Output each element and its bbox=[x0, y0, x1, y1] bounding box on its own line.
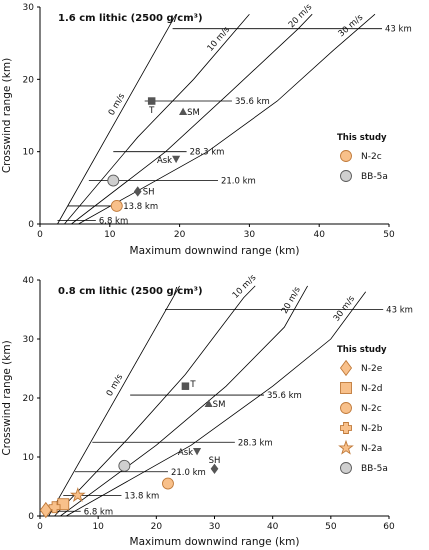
legend-marker bbox=[340, 462, 352, 474]
x-tick-label: 60 bbox=[383, 522, 395, 532]
literature-label: SH bbox=[143, 187, 155, 197]
legend-marker bbox=[340, 402, 352, 414]
range-label: 6.8 km bbox=[84, 507, 113, 517]
study-point bbox=[107, 174, 120, 187]
wind-speed-line bbox=[66, 291, 367, 517]
x-tick-label: 40 bbox=[267, 522, 279, 532]
panel-title: 1.6 cm lithic (2500 g/cm³) bbox=[58, 13, 203, 24]
legend-label: N-2d bbox=[361, 384, 382, 394]
legend-marker bbox=[340, 382, 352, 394]
literature-label: Ask bbox=[157, 156, 172, 166]
range-label: 35.6 km bbox=[235, 97, 270, 107]
y-axis-label: Crosswind range (km) bbox=[1, 340, 13, 455]
literature-point bbox=[192, 448, 202, 456]
study-point bbox=[57, 498, 70, 511]
range-label: 43 km bbox=[385, 25, 412, 35]
y-tick-label: 10 bbox=[23, 148, 35, 158]
x-axis-label: Maximum downwind range (km) bbox=[130, 536, 300, 548]
x-tick-label: 10 bbox=[92, 522, 104, 532]
legend-label: N-2a bbox=[361, 444, 382, 454]
legend-marker bbox=[340, 422, 352, 434]
x-tick-label: 30 bbox=[244, 230, 256, 240]
x-tick-label: 30 bbox=[209, 522, 221, 532]
wind-speed-line bbox=[64, 13, 250, 225]
wind-speed-line bbox=[78, 13, 376, 225]
literature-point bbox=[204, 399, 213, 407]
literature-point bbox=[181, 382, 190, 390]
y-tick-label: 30 bbox=[23, 335, 35, 345]
x-tick-label: 40 bbox=[313, 230, 325, 240]
study-point bbox=[118, 459, 131, 472]
range-label: 43 km bbox=[386, 306, 413, 316]
legend-label: N-2b bbox=[361, 424, 383, 434]
range-label: 28.3 km bbox=[238, 438, 273, 448]
x-tick-label: 20 bbox=[174, 230, 186, 240]
literature-point bbox=[133, 186, 142, 197]
wind-speed-line bbox=[48, 285, 180, 517]
y-tick-label: 10 bbox=[23, 453, 35, 463]
legend-label: N-2e bbox=[361, 364, 383, 374]
legend-marker bbox=[339, 359, 353, 377]
literature-point bbox=[147, 97, 156, 105]
range-label: 28.3 km bbox=[190, 148, 225, 158]
range-label: 21.0 km bbox=[221, 177, 256, 187]
range-label: 13.8 km bbox=[123, 202, 158, 212]
wind-speed-line bbox=[71, 13, 313, 225]
legend-title: This study bbox=[337, 133, 387, 143]
legend-marker bbox=[340, 170, 352, 182]
panel-title: 0.8 cm lithic (2500 g/cm³) bbox=[58, 286, 203, 297]
legend-label: N-2c bbox=[361, 152, 382, 162]
x-tick-label: 0 bbox=[37, 230, 43, 240]
wind-speed-line bbox=[57, 14, 177, 225]
y-axis-label: Crosswind range (km) bbox=[1, 58, 13, 173]
literature-label: SH bbox=[209, 456, 221, 466]
range-label: 13.8 km bbox=[124, 491, 159, 501]
study-point bbox=[48, 501, 61, 514]
y-tick-label: 30 bbox=[23, 3, 35, 13]
y-tick-label: 0 bbox=[28, 220, 34, 230]
x-tick-label: 20 bbox=[151, 522, 163, 532]
literature-label: SM bbox=[187, 108, 200, 118]
legend-label: N-2c bbox=[361, 404, 382, 414]
y-tick-label: 40 bbox=[23, 276, 35, 286]
x-tick-label: 50 bbox=[383, 230, 395, 240]
x-axis-label: Maximum downwind range (km) bbox=[130, 245, 300, 257]
study-point bbox=[162, 477, 174, 490]
wind-speed-line bbox=[54, 285, 256, 517]
x-tick-label: 50 bbox=[325, 522, 337, 532]
y-tick-label: 0 bbox=[28, 512, 34, 522]
literature-point bbox=[179, 107, 188, 115]
x-tick-label: 0 bbox=[37, 522, 43, 532]
literature-label: T bbox=[189, 380, 196, 390]
legend-label: BB-5a bbox=[361, 464, 388, 474]
legend-label: BB-5a bbox=[361, 172, 388, 182]
study-point bbox=[110, 199, 123, 212]
legend-marker bbox=[338, 439, 354, 455]
range-label: 21.0 km bbox=[171, 468, 206, 478]
y-tick-label: 20 bbox=[23, 75, 35, 85]
study-point bbox=[39, 501, 52, 519]
literature-label: Ask bbox=[178, 448, 193, 458]
x-tick-label: 10 bbox=[104, 230, 116, 240]
literature-label: T bbox=[148, 106, 155, 116]
range-label: 35.6 km bbox=[267, 391, 302, 401]
literature-point bbox=[172, 155, 181, 164]
legend-title: This study bbox=[337, 345, 387, 355]
wind-speed-label: 0 m/s bbox=[105, 372, 126, 398]
study-point bbox=[69, 487, 86, 503]
literature-point bbox=[210, 463, 219, 475]
literature-label: SM bbox=[213, 400, 226, 410]
range-label: 6.8 km bbox=[99, 216, 128, 226]
wind-speed-label: 0 m/s bbox=[107, 91, 128, 117]
legend-marker bbox=[340, 150, 352, 162]
y-tick-label: 20 bbox=[23, 394, 35, 404]
